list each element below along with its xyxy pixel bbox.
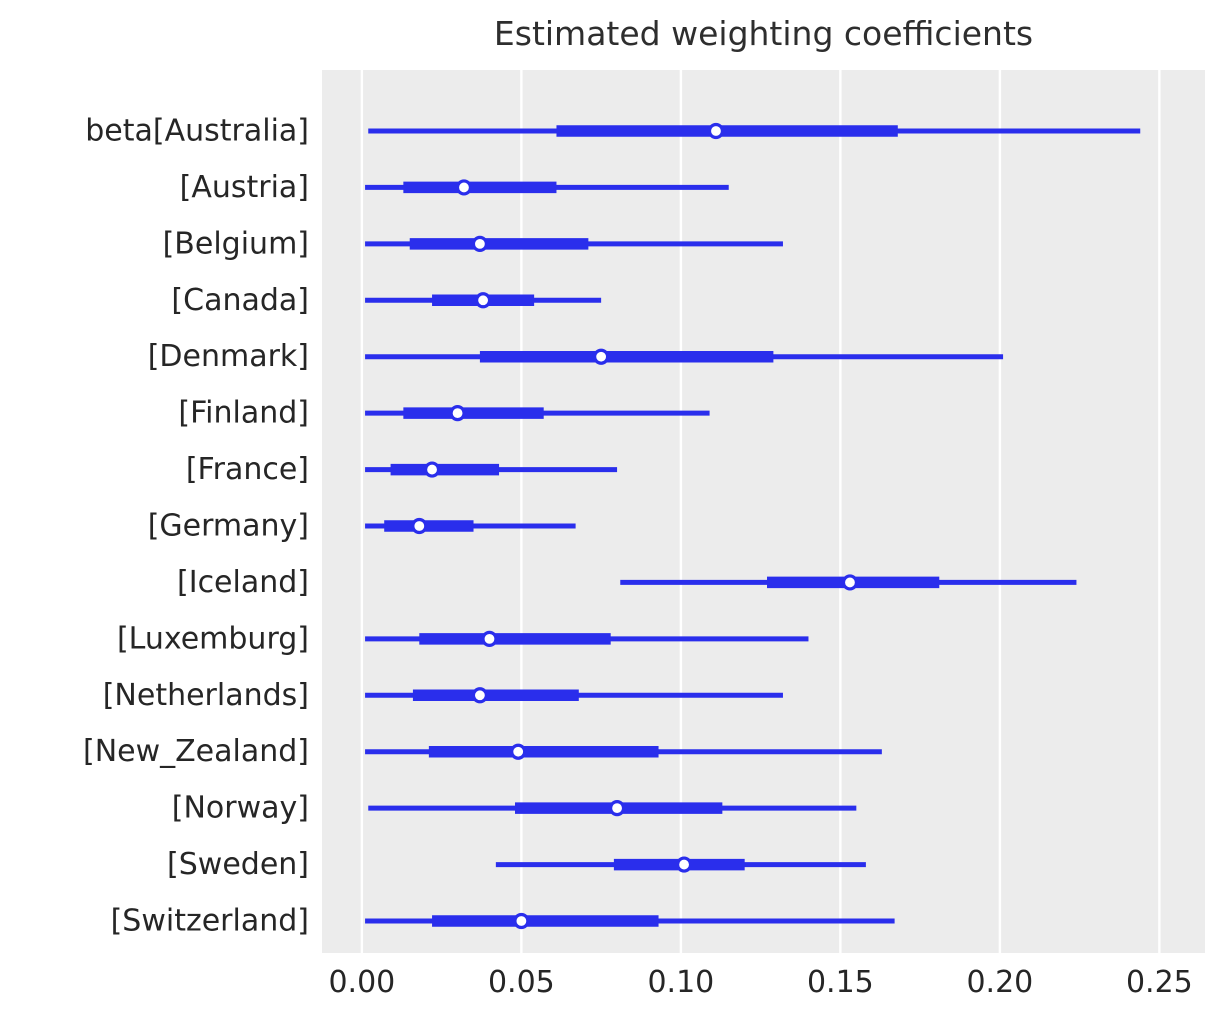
- plot-panel: [322, 70, 1205, 953]
- y-tick-label: [Canada]: [171, 283, 309, 318]
- point-estimate-marker: [675, 856, 693, 873]
- x-tick-label: 0.05: [488, 965, 555, 1000]
- y-tick-label: [Belgium]: [163, 226, 309, 261]
- y-tick-label: [Denmark]: [148, 339, 309, 374]
- point-estimate-marker: [841, 574, 859, 591]
- point-estimate-marker: [608, 800, 626, 817]
- point-estimate-marker: [471, 687, 489, 704]
- point-estimate-marker: [481, 630, 498, 647]
- point-estimate-marker: [449, 405, 466, 422]
- y-tick-label: [Switzerland]: [111, 904, 309, 939]
- x-tick-label: 0.25: [1126, 965, 1193, 1000]
- point-estimate-marker: [455, 179, 473, 196]
- x-tick-label: 0.10: [647, 965, 714, 1000]
- point-estimate-marker: [707, 122, 725, 140]
- x-tick-label: 0.00: [328, 965, 395, 1000]
- y-tick-label: beta[Australia]: [85, 114, 309, 149]
- y-tick-label: [Iceland]: [177, 565, 309, 600]
- point-estimate-marker: [513, 912, 530, 930]
- y-tick-label: [Netherlands]: [103, 678, 309, 713]
- y-tick-label: [France]: [186, 452, 309, 487]
- x-tick-label: 0.20: [966, 965, 1033, 1000]
- y-tick-label: [Sweden]: [167, 847, 309, 882]
- point-estimate-marker: [474, 292, 492, 309]
- y-tick-label: [Germany]: [148, 509, 309, 544]
- point-estimate-marker: [423, 461, 441, 478]
- y-tick-label: [Luxemburg]: [117, 621, 309, 656]
- point-estimate-marker: [593, 348, 610, 365]
- x-tick-label: 0.15: [807, 965, 874, 1000]
- point-estimate-marker: [411, 517, 428, 535]
- point-estimate-marker: [510, 743, 527, 760]
- y-tick-label: [Finland]: [178, 396, 309, 431]
- y-tick-label: [Norway]: [172, 791, 309, 826]
- chart-title: Estimated weighting coefficients: [493, 14, 1034, 53]
- y-tick-label: [Austria]: [180, 170, 309, 205]
- point-estimate-marker: [471, 235, 489, 252]
- y-tick-label: [New_Zealand]: [83, 734, 309, 769]
